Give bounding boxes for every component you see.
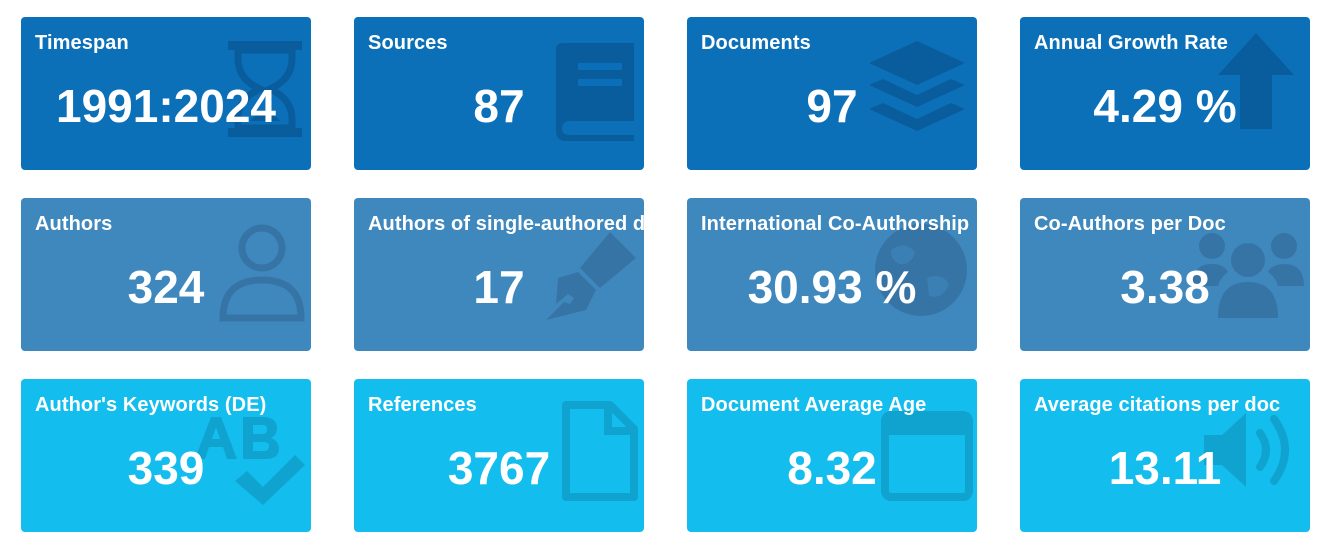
card-label: References (368, 394, 477, 416)
card-documents: Documents 97 (687, 17, 977, 170)
card-references: References 3767 (354, 379, 644, 532)
card-value: 339 (127, 442, 205, 494)
volume-icon (1200, 405, 1300, 500)
card-value: 17 (473, 261, 525, 313)
card-label: Annual Growth Rate (1034, 32, 1229, 54)
card-label: Document Average Age (701, 394, 927, 416)
card-annual-growth-rate: Annual Growth Rate 4.29 % (1020, 17, 1310, 170)
card-document-average-age: Document Average Age 8.32 (687, 379, 977, 532)
card-value: 4.29 % (1093, 80, 1237, 132)
book-icon (550, 41, 640, 146)
file-icon (560, 401, 638, 506)
calendar-icon (881, 409, 973, 506)
card-value: 13.11 (1108, 442, 1222, 494)
card-label: Authors (35, 213, 113, 235)
card-value: 324 (127, 261, 205, 313)
card-label: Authors of single-authored docs (368, 213, 644, 235)
card-label: Co-Authors per Doc (1034, 213, 1226, 235)
card-timespan: Timespan 1991:2024 (21, 17, 311, 170)
card-value: 1991:2024 (56, 80, 276, 132)
card-coauthors-per-doc: Co-Authors per Doc 3.38 (1020, 198, 1310, 351)
card-authors-keywords: Author's Keywords (DE) 339 (21, 379, 311, 532)
card-label: Average citations per doc (1034, 394, 1281, 416)
card-value: 8.32 (787, 442, 877, 494)
pen-nib-icon (540, 228, 640, 328)
card-label: Timespan (35, 32, 129, 54)
card-international-coauthorship: International Co-Authorship 30.93 % (687, 198, 977, 351)
card-value: 3.38 (1120, 261, 1210, 313)
card-single-authored: Authors of single-authored docs 17 (354, 198, 644, 351)
arrow-up-icon (1216, 31, 1296, 136)
card-label: Documents (701, 32, 811, 54)
spell-check-icon (191, 409, 307, 514)
user-icon (217, 222, 307, 327)
card-label: Sources (368, 32, 448, 54)
users-icon (1190, 220, 1306, 325)
card-authors: Authors 324 (21, 198, 311, 351)
globe-icon (871, 220, 971, 325)
card-value: 30.93 % (747, 261, 917, 313)
card-value: 87 (473, 80, 525, 132)
hourglass-icon (226, 39, 304, 144)
card-label: International Co-Authorship (701, 213, 970, 235)
card-value: 97 (806, 80, 858, 132)
card-average-citations: Average citations per doc 13.11 (1020, 379, 1310, 532)
card-label: Author's Keywords (DE) (35, 394, 267, 416)
card-value: 3767 (447, 442, 551, 494)
layers-icon (865, 39, 969, 144)
card-sources: Sources 87 (354, 17, 644, 170)
